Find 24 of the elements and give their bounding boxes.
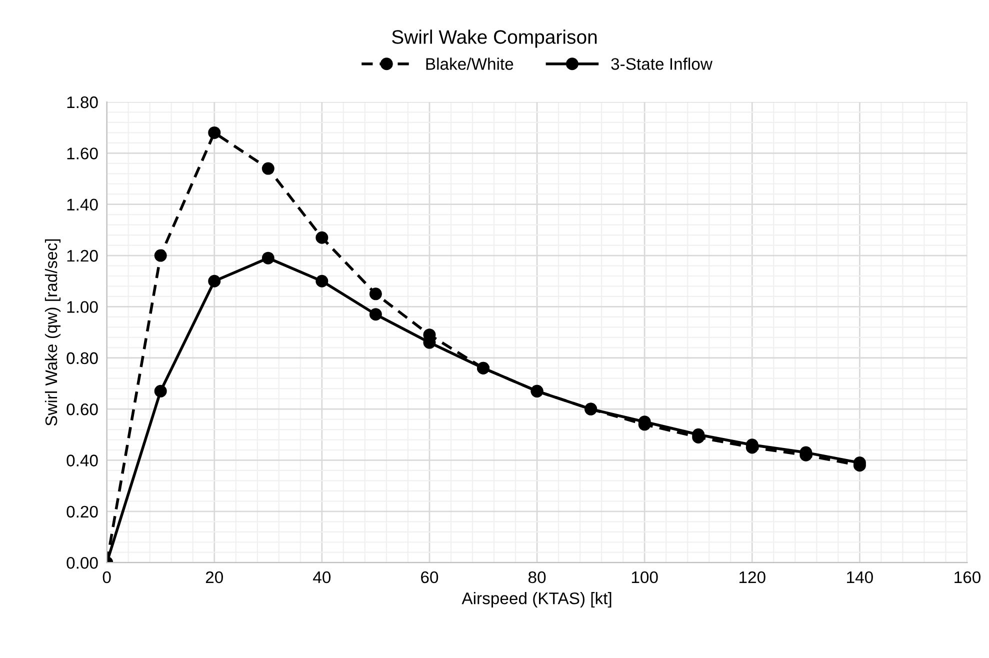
x-tick-label: 60 [421,571,438,584]
legend-label: Blake/White [426,58,514,70]
y-tick-label: 1.80 [67,96,98,108]
y-tick-label: 0.40 [66,454,98,466]
chart-title: Swirl Wake Comparison [392,30,597,48]
x-tick-label: 160 [954,571,980,584]
legend-label: 3-State Inflow [611,58,712,70]
x-tick-label: 80 [528,571,546,584]
x-tick-label: 140 [847,571,873,584]
y-tick-label: 0.60 [66,403,98,416]
y-tick-label: 1.60 [67,148,98,160]
x-tick-label: 0 [102,571,111,584]
x-tick-label: 120 [740,571,766,584]
y-tick-label: 1.20 [67,250,98,262]
x-tick-label: 20 [206,571,223,584]
y-tick-label: 0.00 [66,556,98,569]
y-axis-title: Swirl Wake (qw) [rad/sec] [44,239,60,426]
x-tick-label: 40 [313,571,331,584]
y-tick-label: 1.00 [67,301,98,313]
y-tick-label: 1.40 [67,198,98,211]
x-tick-label: 100 [632,571,658,584]
y-tick-label: 0.80 [66,352,98,364]
y-tick-label: 0.20 [66,506,98,518]
x-axis-title: Airspeed (KTAS) [kt] [462,592,612,608]
